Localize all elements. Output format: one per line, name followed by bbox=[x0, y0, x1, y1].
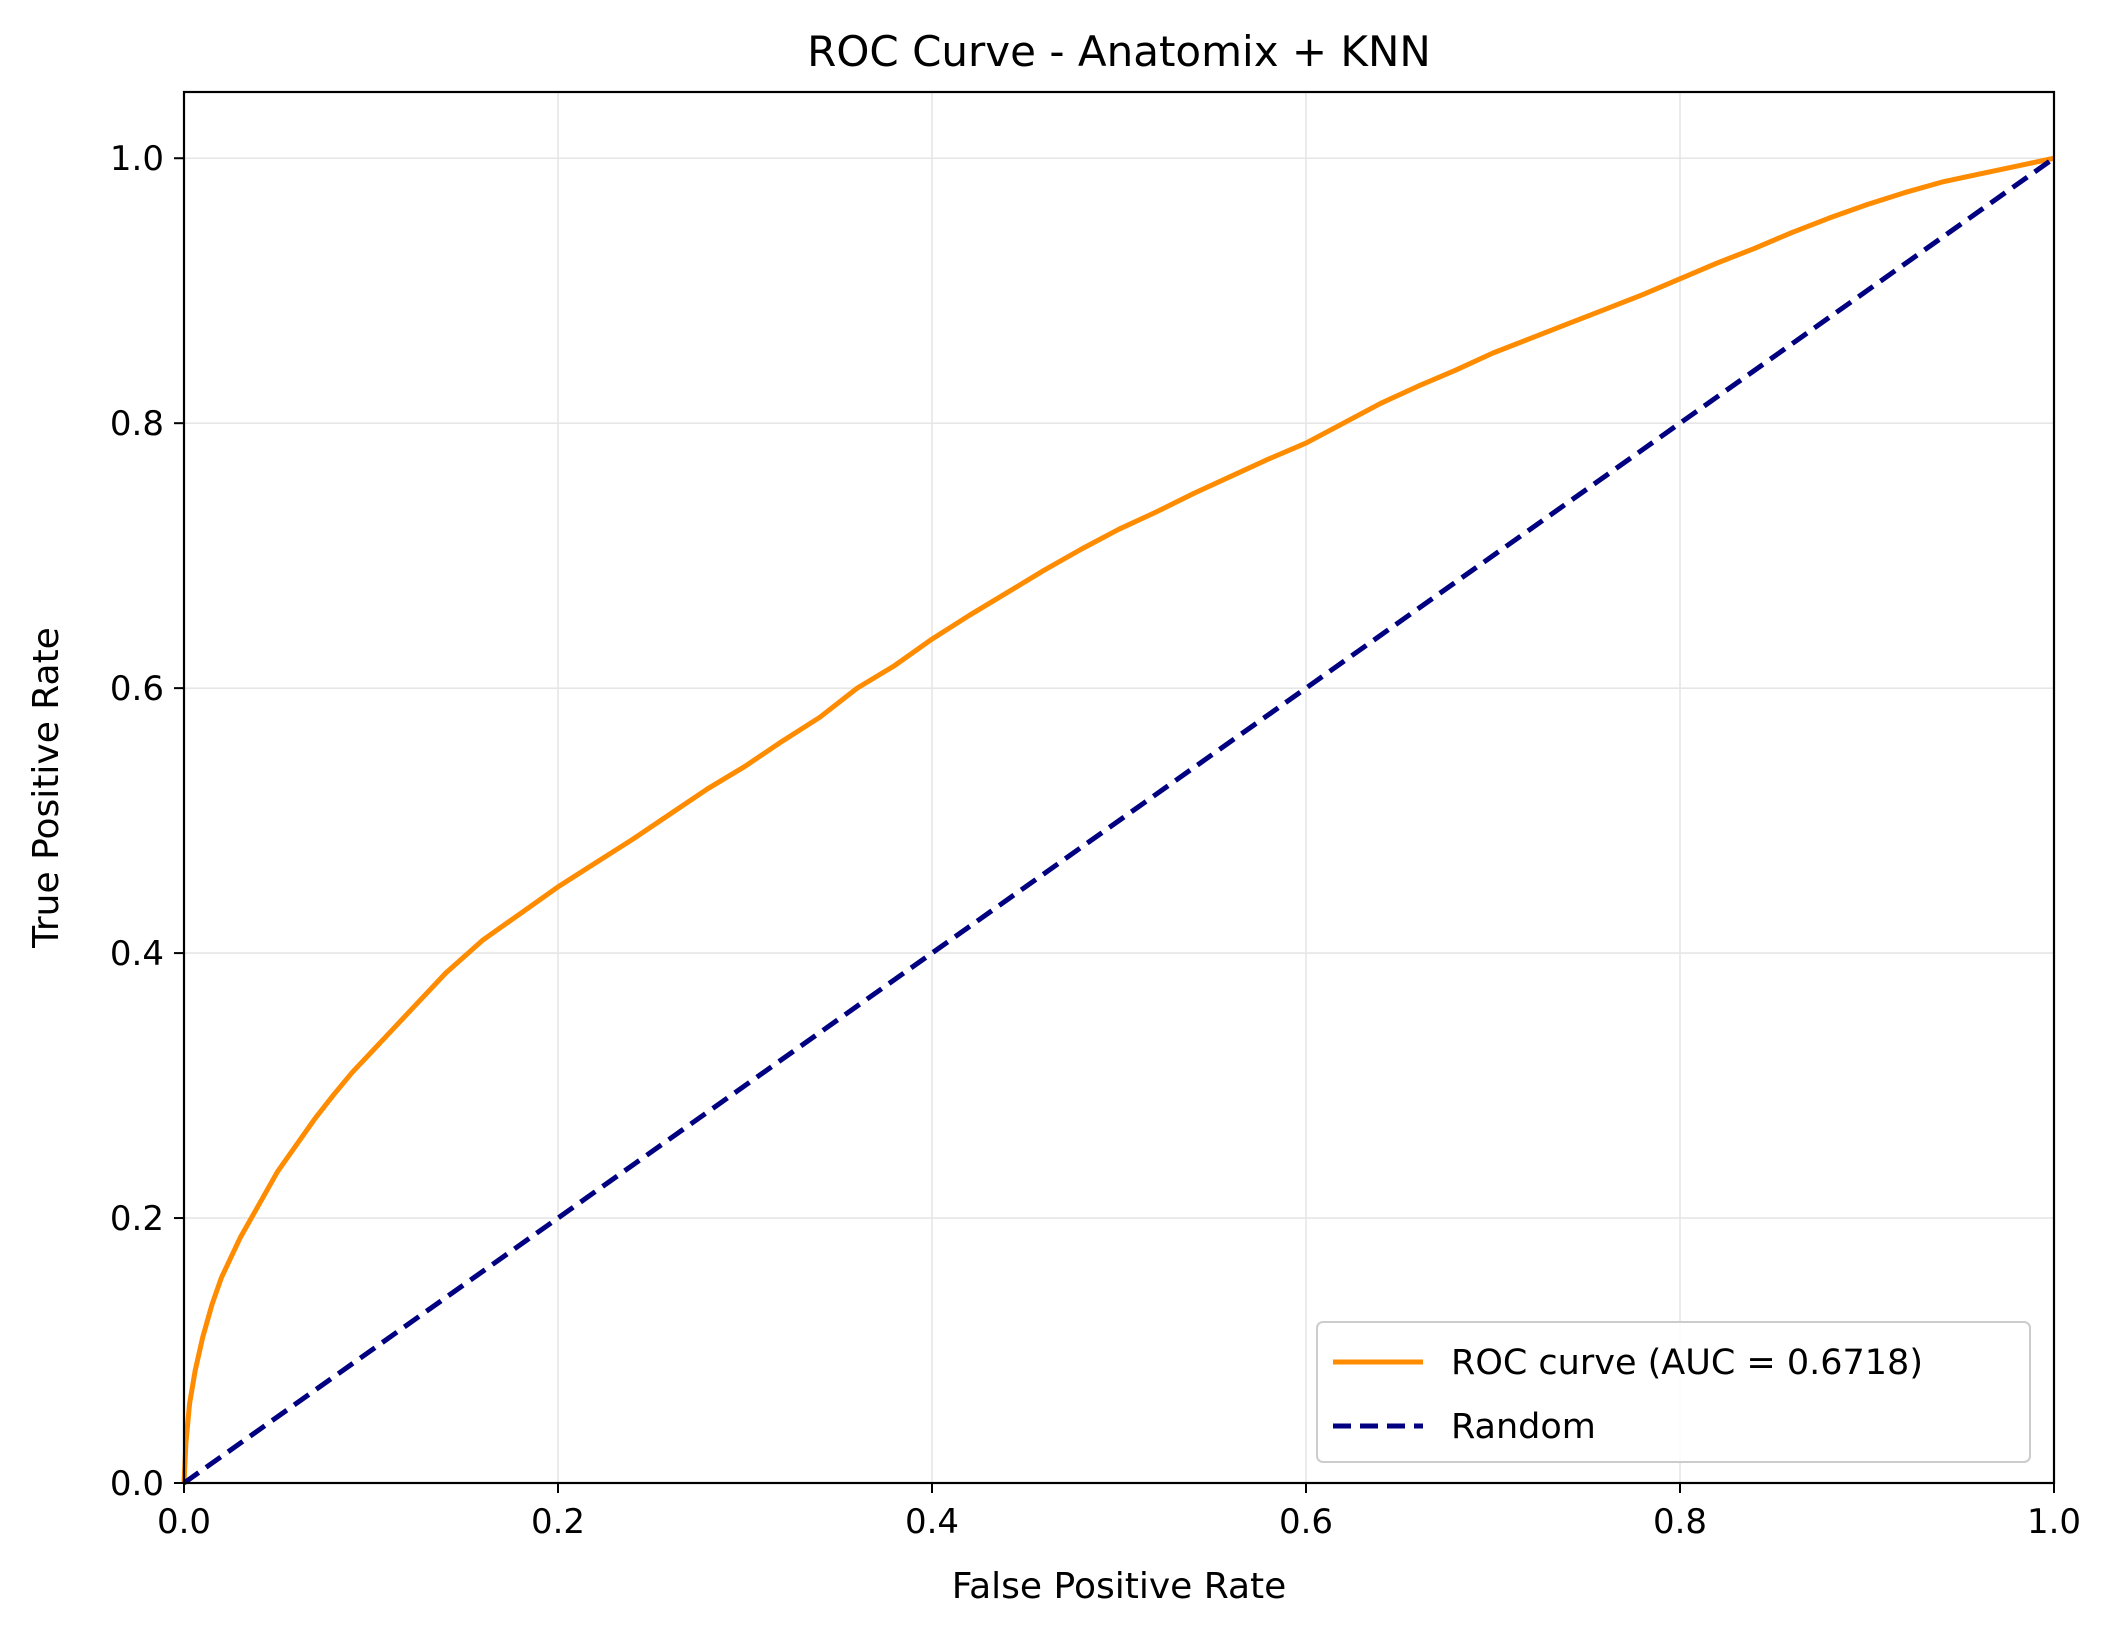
y-tick-label: 1.0 bbox=[110, 139, 164, 179]
y-tick-label: 0.2 bbox=[110, 1199, 164, 1239]
y-tick-label: 0.8 bbox=[110, 404, 164, 444]
y-axis-label: True Positive Rate bbox=[26, 627, 67, 949]
y-tick-label: 0.0 bbox=[110, 1464, 164, 1504]
x-tick-label: 1.0 bbox=[2027, 1502, 2081, 1542]
legend-label-roc: ROC curve (AUC = 0.6718) bbox=[1451, 1343, 1923, 1383]
x-axis-label: False Positive Rate bbox=[952, 1566, 1287, 1607]
x-tick-label: 0.6 bbox=[1279, 1502, 1333, 1542]
x-tick-label: 0.4 bbox=[905, 1502, 959, 1542]
series-layer bbox=[181, 155, 2056, 1486]
x-tick-label: 0.2 bbox=[531, 1502, 585, 1542]
plot-frame bbox=[182, 90, 2056, 1485]
legend-box bbox=[1316, 1321, 2031, 1463]
roc-curve-line bbox=[181, 155, 2055, 1484]
axis-ticks: 0.0 0.2 0.4 0.6 0.8 1.0 0.0 0.2 0.4 0.6 0.8 1.0 bbox=[110, 139, 2081, 1542]
chart-title: ROC Curve - Anatomix + KNN bbox=[807, 27, 1431, 76]
grid-lines bbox=[183, 92, 2055, 1484]
random-baseline-line bbox=[182, 156, 2056, 1486]
legend-label-random: Random bbox=[1451, 1407, 1596, 1447]
legend: ROC curve (AUC = 0.6718) Random bbox=[1316, 1321, 2031, 1463]
y-tick-label: 0.6 bbox=[110, 669, 164, 709]
x-tick-label: 0.8 bbox=[1653, 1502, 1707, 1542]
y-tick-label: 0.4 bbox=[110, 934, 164, 974]
x-tick-label: 0.0 bbox=[157, 1502, 211, 1542]
